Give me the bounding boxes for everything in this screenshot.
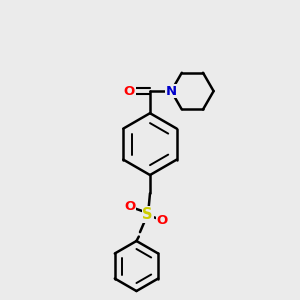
Text: S: S [142,207,153,222]
Text: O: O [124,85,135,98]
Text: O: O [124,200,136,213]
Text: N: N [166,85,177,98]
Text: O: O [157,214,168,227]
